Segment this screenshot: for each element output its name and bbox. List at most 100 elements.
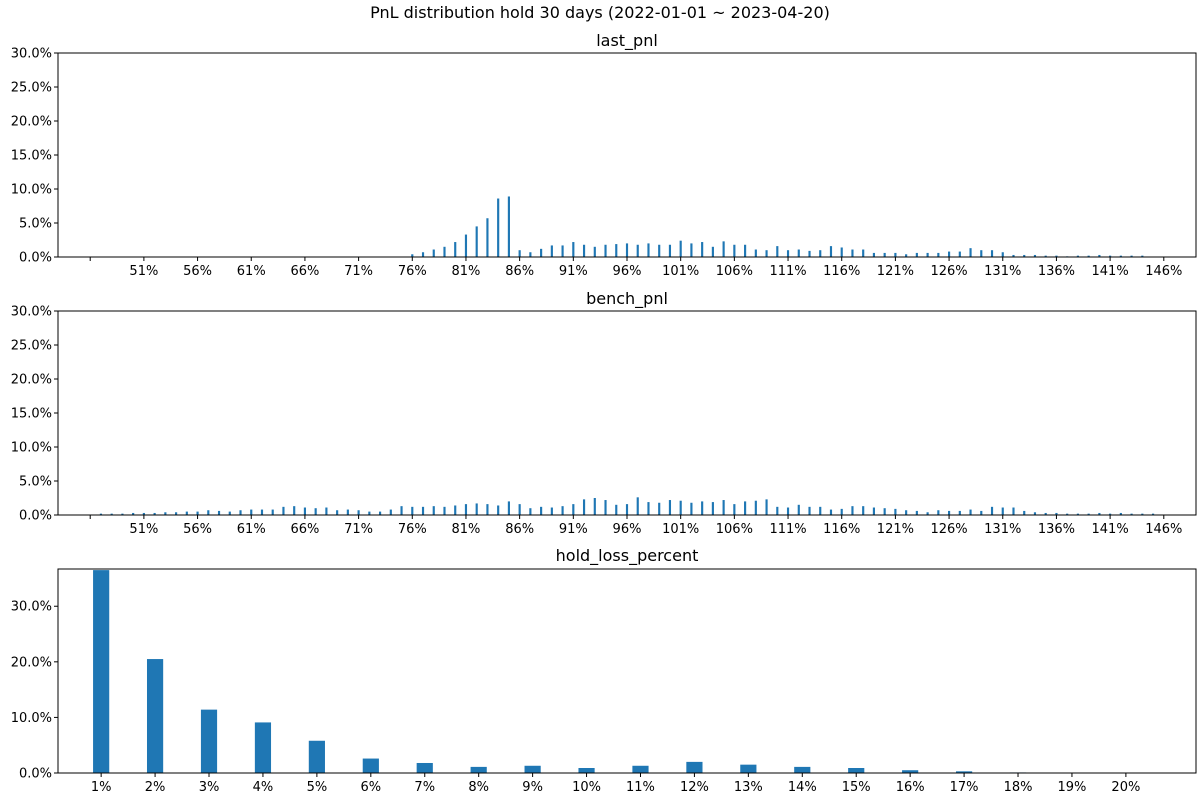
x-tick-label: 111% <box>769 264 806 279</box>
bar <box>336 510 339 515</box>
bar <box>346 509 349 515</box>
x-tick-label: 12% <box>680 780 709 795</box>
bar <box>443 506 446 515</box>
bar <box>389 509 392 515</box>
panel-title: last_pnl <box>596 31 658 51</box>
bar <box>110 513 113 515</box>
bar <box>740 764 757 773</box>
x-tick-label: 126% <box>930 522 967 537</box>
bar <box>443 246 446 257</box>
x-tick-label: 56% <box>183 264 212 279</box>
bar <box>1044 512 1047 515</box>
bar <box>464 234 468 257</box>
x-tick-label: 1% <box>91 780 112 795</box>
bar <box>432 506 435 515</box>
bar <box>582 244 586 257</box>
bar <box>797 504 800 515</box>
x-tick-label: 96% <box>613 264 642 279</box>
bar <box>593 246 596 257</box>
bar <box>647 502 650 515</box>
bar <box>454 505 457 515</box>
x-tick-label: 76% <box>398 522 427 537</box>
y-tick-label: 5.0% <box>19 475 52 490</box>
x-tick-label: 86% <box>505 522 534 537</box>
x-tick-label: 86% <box>505 264 534 279</box>
bar <box>497 198 500 257</box>
bar <box>794 766 811 773</box>
x-tick-label: 136% <box>1038 522 1075 537</box>
x-tick-label: 71% <box>344 522 373 537</box>
bar <box>540 506 543 515</box>
bar <box>578 768 595 773</box>
bar <box>1033 254 1037 257</box>
x-tick-label: 101% <box>662 522 699 537</box>
x-tick-label: 91% <box>559 264 588 279</box>
bar <box>958 510 961 515</box>
x-tick-label: 116% <box>823 522 860 537</box>
y-tick-label: 0.0% <box>19 509 52 524</box>
bar <box>1119 255 1122 257</box>
bar <box>475 226 478 257</box>
y-tick-label: 20.0% <box>11 655 52 670</box>
bar <box>786 250 790 257</box>
bar <box>668 500 672 515</box>
y-tick-label: 30.0% <box>11 305 52 320</box>
bar <box>507 501 510 515</box>
bar <box>540 248 543 257</box>
x-tick-label: 61% <box>237 522 266 537</box>
x-tick-label: 141% <box>1092 522 1129 537</box>
x-tick-label: 8% <box>468 780 489 795</box>
bar <box>948 510 951 515</box>
bar <box>432 249 435 257</box>
bar <box>840 247 843 257</box>
y-tick-label: 10.0% <box>11 441 52 456</box>
bar <box>518 504 521 515</box>
x-tick-label: 51% <box>129 264 158 279</box>
bar <box>142 512 145 515</box>
bar <box>1087 513 1090 515</box>
bar <box>690 502 693 515</box>
bar <box>937 252 940 257</box>
bar <box>1055 512 1058 515</box>
bar <box>411 254 414 257</box>
bar <box>250 509 253 515</box>
bar <box>379 511 382 515</box>
bar <box>915 510 918 515</box>
bar <box>840 508 843 515</box>
bar <box>948 251 951 257</box>
bar <box>625 243 629 257</box>
y-tick-label: 10.0% <box>11 183 52 198</box>
bar <box>464 504 468 515</box>
y-tick-label: 20.0% <box>11 373 52 388</box>
x-tick-label: 101% <box>662 264 699 279</box>
bar <box>711 246 714 257</box>
bar <box>848 768 865 773</box>
bar <box>518 250 521 257</box>
y-tick-label: 0.0% <box>19 251 52 266</box>
bar <box>99 513 103 515</box>
bar <box>470 766 487 773</box>
bar <box>572 242 575 257</box>
bar <box>894 252 897 257</box>
bar <box>1001 507 1004 515</box>
bar <box>625 504 629 515</box>
bar <box>883 508 886 515</box>
bar <box>254 722 272 773</box>
bar <box>303 507 306 515</box>
x-tick-label: 66% <box>290 264 319 279</box>
bar <box>765 499 768 515</box>
bar <box>164 512 167 515</box>
bar <box>647 243 650 257</box>
bar <box>475 503 478 515</box>
bar <box>271 509 274 515</box>
bar <box>658 502 661 515</box>
bar <box>550 507 553 515</box>
x-tick-label: 19% <box>1057 780 1086 795</box>
bar <box>1023 510 1026 515</box>
bar <box>754 500 757 515</box>
bar <box>239 510 242 515</box>
x-tick-label: 116% <box>823 264 860 279</box>
x-tick-label: 131% <box>984 264 1021 279</box>
bar <box>421 252 425 257</box>
bar <box>507 196 510 257</box>
